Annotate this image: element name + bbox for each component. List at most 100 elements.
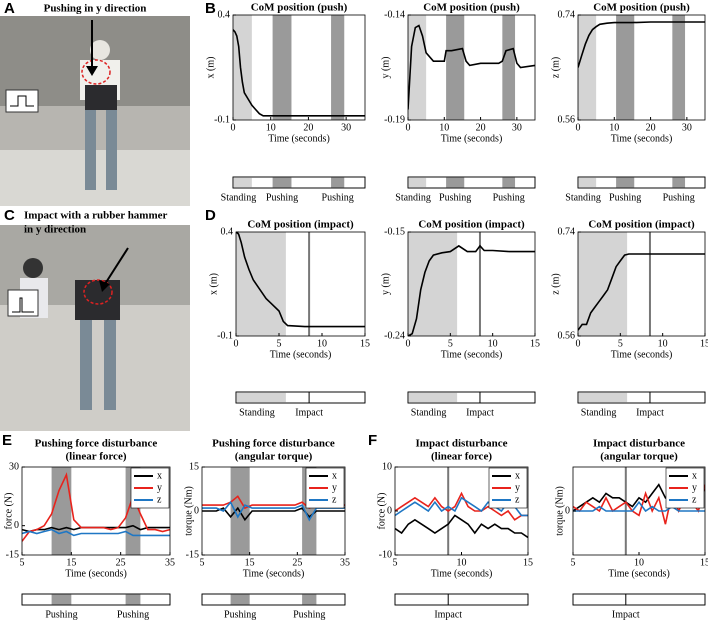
y-axis-label: y (m) xyxy=(380,273,391,295)
y-tick-label: -10 xyxy=(379,549,392,560)
data-line xyxy=(395,491,528,521)
y-tick-label: 30 xyxy=(9,461,19,472)
phase-segment xyxy=(578,392,628,403)
chart-title: CoM position (push) xyxy=(423,2,520,14)
x-tick-label: 25 xyxy=(116,557,126,568)
y-tick-label: -0.19 xyxy=(384,114,405,125)
y-axis-label: force (N) xyxy=(3,493,14,530)
chart-title: Impact disturbance xyxy=(416,438,508,450)
panel-label: F xyxy=(368,432,377,449)
phase-label: Standing xyxy=(565,192,601,203)
x-tick-label: 35 xyxy=(340,557,350,568)
plot-area xyxy=(233,15,365,120)
phase-label: Standing xyxy=(221,192,257,203)
plot-area xyxy=(408,15,535,120)
x-tick-label: 15 xyxy=(245,557,255,568)
phase-segment xyxy=(233,177,252,188)
x-tick-label: 10 xyxy=(488,338,498,349)
x-axis-label: Time (seconds) xyxy=(608,568,670,579)
phase-shade xyxy=(672,15,686,120)
y-axis-label: z (m) xyxy=(550,57,561,78)
y-tick-label: 0 xyxy=(565,505,570,516)
legend-label: z xyxy=(157,494,162,505)
x-tick-label: 15 xyxy=(523,557,533,568)
x-tick-label: 30 xyxy=(682,122,692,133)
y-axis-label: torque (Nm) xyxy=(554,486,565,536)
y-tick-label: 0.4 xyxy=(221,226,234,237)
plot-frame xyxy=(232,14,366,121)
x-axis-label: Time (seconds) xyxy=(441,349,503,360)
phase-bar-frame xyxy=(407,176,536,189)
phase-shade xyxy=(236,232,286,336)
legend-label: y xyxy=(332,482,337,493)
phase-segment xyxy=(125,594,141,605)
data-line xyxy=(578,21,705,68)
plot-frame xyxy=(235,231,366,337)
x-axis-label: Time (seconds) xyxy=(243,568,305,579)
phase-label: Pushing xyxy=(322,192,354,203)
chart-title: CoM position (impact) xyxy=(247,219,354,231)
chart-title: Pushing force disturbance xyxy=(35,438,158,450)
y-tick-label: -15 xyxy=(6,549,19,560)
phase-label: Pushing xyxy=(439,192,471,203)
plot-frame xyxy=(407,231,536,337)
phase-shade xyxy=(578,232,628,336)
plot-frame xyxy=(407,14,536,121)
y-tick-label: -0.14 xyxy=(384,9,405,20)
legend-label: x xyxy=(692,470,697,481)
x-tick-label: 15 xyxy=(66,557,76,568)
x-tick-label: 5 xyxy=(618,338,623,349)
photo-c xyxy=(0,225,190,431)
photo-a xyxy=(0,16,190,206)
y-tick-label: -0.1 xyxy=(214,114,230,125)
phase-label: Standing xyxy=(395,192,431,203)
data-line xyxy=(408,244,535,336)
phase-bar xyxy=(21,593,171,606)
phase-shade xyxy=(502,15,516,120)
phase-shade xyxy=(233,15,252,120)
phase-label: Pushing xyxy=(266,192,298,203)
x-tick-label: 10 xyxy=(266,122,276,133)
x-tick-label: 5 xyxy=(277,338,282,349)
x-tick-label: 0 xyxy=(406,122,411,133)
x-tick-label: 15 xyxy=(360,338,370,349)
phase-segment xyxy=(408,177,427,188)
x-axis-label: Time (seconds) xyxy=(431,568,493,579)
phase-bar xyxy=(232,176,366,189)
phase-shade xyxy=(51,467,72,555)
data-line xyxy=(408,24,535,110)
x-tick-label: 20 xyxy=(303,122,313,133)
phase-label: Standing xyxy=(411,407,447,418)
phase-bar-frame xyxy=(232,176,366,189)
legend-label: y xyxy=(157,482,162,493)
y-axis-label: x (m) xyxy=(208,273,219,295)
phase-bar xyxy=(572,593,706,606)
chart-subtitle: (linear force) xyxy=(66,451,127,463)
x-tick-label: 5 xyxy=(200,557,205,568)
data-line xyxy=(202,506,345,522)
x-tick-label: 25 xyxy=(292,557,302,568)
phase-label: Pushing xyxy=(609,192,641,203)
phase-bar-frame xyxy=(572,593,706,606)
phase-shade xyxy=(331,15,345,120)
phase-bar-frame xyxy=(577,391,706,404)
y-axis-label: x (m) xyxy=(205,57,216,79)
y-tick-label: -0.24 xyxy=(384,330,405,341)
data-line xyxy=(236,232,365,328)
phase-bar-frame xyxy=(21,593,171,606)
y-axis-label: force (N) xyxy=(376,493,387,530)
x-tick-label: 0 xyxy=(231,122,236,133)
phase-segment xyxy=(578,177,597,188)
phase-segment xyxy=(672,177,686,188)
phase-bar xyxy=(394,593,529,606)
x-axis-label: Time (seconds) xyxy=(268,133,330,144)
data-line xyxy=(233,29,365,117)
phase-segment xyxy=(302,594,317,605)
phase-segment xyxy=(502,177,516,188)
y-tick-label: 0.74 xyxy=(558,226,576,237)
panel-label: D xyxy=(205,207,216,224)
legend-label: z xyxy=(692,494,697,505)
x-tick-label: 0 xyxy=(576,338,581,349)
phase-segment xyxy=(408,392,458,403)
